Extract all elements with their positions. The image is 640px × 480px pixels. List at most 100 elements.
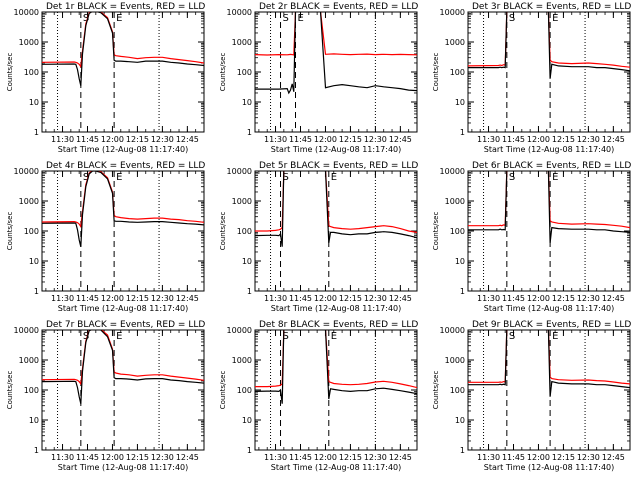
y-tick-label: 10: [29, 257, 39, 266]
x-tick-label: 11:45: [76, 294, 99, 303]
x-tick-label: 12:00: [527, 135, 550, 144]
y-tick-label: 1: [34, 128, 39, 137]
marker-label-s: S: [283, 13, 289, 24]
x-tick-label: 12:15: [552, 294, 575, 303]
y-tick-label: 100: [24, 227, 39, 236]
y-tick-label: 10000: [14, 167, 39, 176]
x-tick-label: 11:30: [51, 294, 74, 303]
x-tick-label: 12:30: [364, 135, 387, 144]
marker-label-s: S: [83, 13, 89, 24]
marker-label-e: E: [116, 331, 122, 342]
y-tick-label: 100: [24, 68, 39, 77]
x-tick-label: 11:45: [289, 294, 312, 303]
panel-title: Det 5r BLACK = Events, RED = LLD: [259, 161, 418, 171]
x-tick-label: 12:15: [126, 135, 149, 144]
y-tick-label: 1: [460, 128, 465, 137]
x-tick-label: 12:45: [176, 135, 199, 144]
y-tick-label: 1000: [19, 38, 39, 47]
y-tick-label: 10: [242, 257, 252, 266]
x-tick-label: 12:30: [364, 453, 387, 462]
y-axis-label: Counts/sec: [219, 371, 227, 410]
y-axis-label: Counts/sec: [432, 53, 440, 92]
y-tick-label: 10: [29, 416, 39, 425]
y-tick-label: 1000: [232, 197, 252, 206]
x-tick-label: 12:45: [602, 294, 625, 303]
y-tick-label: 10: [29, 98, 39, 107]
x-tick-label: 12:30: [577, 453, 600, 462]
x-tick-label: 11:30: [477, 135, 500, 144]
x-tick-label: 12:15: [339, 294, 362, 303]
y-tick-label: 1: [460, 446, 465, 455]
y-tick-label: 100: [237, 227, 252, 236]
y-tick-label: 100: [450, 227, 465, 236]
marker-label-e: E: [116, 172, 122, 183]
x-axis-label: Start Time (12-Aug-08 11:17:40): [58, 463, 189, 472]
x-tick-label: 12:45: [389, 135, 412, 144]
plot-frame: [254, 11, 418, 133]
x-tick-label: 12:45: [176, 294, 199, 303]
y-tick-label: 1000: [445, 197, 465, 206]
y-tick-label: 1000: [232, 356, 252, 365]
lld-series-line: [42, 171, 204, 229]
marker-label-e: E: [552, 172, 558, 183]
x-tick-label: 11:45: [502, 135, 525, 144]
y-tick-label: 1000: [19, 356, 39, 365]
x-tick-label: 11:30: [264, 294, 287, 303]
y-tick-label: 10000: [227, 167, 252, 176]
panel-title: Det 4r BLACK = Events, RED = LLD: [46, 161, 205, 171]
y-tick-label: 1000: [445, 38, 465, 47]
panel-det-9: Det 9r BLACK = Events, RED = LLD 1 10 100 10…: [432, 320, 631, 472]
x-tick-label: 12:45: [389, 294, 412, 303]
marker-label-e: E: [552, 331, 558, 342]
y-tick-label: 100: [24, 386, 39, 395]
x-tick-label: 11:30: [264, 135, 287, 144]
panel-title: Det 6r BLACK = Events, RED = LLD: [472, 161, 631, 171]
panel-title: Det 1r BLACK = Events, RED = LLD: [46, 2, 205, 12]
x-tick-label: 12:30: [151, 135, 174, 144]
y-tick-label: 10: [242, 416, 252, 425]
y-tick-label: 100: [237, 68, 252, 77]
y-tick-label: 1: [247, 287, 252, 296]
marker-label-s: S: [509, 172, 515, 183]
lld-series-line: [42, 330, 204, 386]
panel-title: Det 9r BLACK = Events, RED = LLD: [472, 320, 631, 330]
marker-label-s: S: [83, 172, 89, 183]
x-axis-label: Start Time (12-Aug-08 11:17:40): [271, 145, 402, 154]
x-tick-label: 11:45: [289, 135, 312, 144]
y-tick-label: 1: [460, 287, 465, 296]
events-series-line: [255, 12, 417, 95]
y-tick-label: 1000: [232, 38, 252, 47]
x-tick-label: 12:30: [577, 135, 600, 144]
x-tick-label: 12:15: [339, 453, 362, 462]
y-axis-label: Counts/sec: [219, 212, 227, 251]
y-tick-label: 100: [450, 386, 465, 395]
panel-det-5: Det 5r BLACK = Events, RED = LLD 1 10 100 10…: [219, 161, 418, 313]
x-tick-label: 12:00: [101, 294, 124, 303]
x-tick-label: 11:45: [502, 294, 525, 303]
y-axis-label: Counts/sec: [219, 53, 227, 92]
y-tick-label: 10000: [440, 326, 465, 335]
x-tick-label: 11:30: [51, 135, 74, 144]
marker-label-e: E: [552, 13, 558, 24]
x-tick-label: 12:45: [602, 135, 625, 144]
events-series-line: [42, 171, 204, 247]
x-tick-label: 12:00: [314, 453, 337, 462]
y-tick-label: 10: [455, 98, 465, 107]
x-tick-label: 12:00: [314, 135, 337, 144]
y-axis-label: Counts/sec: [6, 53, 14, 92]
plot-frame: [254, 170, 418, 292]
x-tick-label: 11:30: [477, 453, 500, 462]
y-tick-label: 10000: [440, 8, 465, 17]
x-tick-label: 12:15: [552, 135, 575, 144]
y-tick-label: 10: [455, 257, 465, 266]
y-tick-label: 1: [34, 446, 39, 455]
lld-series-line: [468, 330, 630, 385]
marker-label-s: S: [283, 172, 289, 183]
y-tick-label: 100: [237, 386, 252, 395]
events-series-line: [255, 330, 417, 404]
y-axis-label: Counts/sec: [432, 371, 440, 410]
x-axis-label: Start Time (12-Aug-08 11:17:40): [484, 304, 615, 313]
y-tick-label: 1: [247, 446, 252, 455]
panel-title: Det 2r BLACK = Events, RED = LLD: [259, 2, 418, 12]
